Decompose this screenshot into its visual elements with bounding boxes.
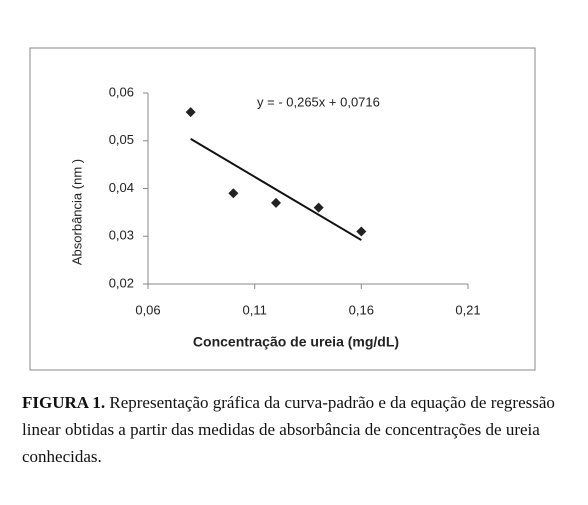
data-point [313, 202, 324, 213]
data-point [271, 197, 281, 208]
y-tick-label: 0,02 [109, 275, 134, 290]
caption-label: FIGURA 1. [22, 393, 106, 412]
chart-frame [29, 47, 536, 371]
x-tick-label: 0,16 [349, 302, 374, 317]
trendline-equation: y = - 0,265x + 0,0716 [257, 94, 380, 109]
y-tick-label: 0,04 [109, 180, 134, 195]
data-point [228, 188, 239, 199]
trendline [190, 137, 362, 241]
y-tick-label: 0,05 [109, 132, 134, 147]
y-tick-label: 0,03 [109, 228, 134, 243]
chart: Absorbância (nm ) Concentração de ureia … [29, 47, 536, 371]
x-tick-label: 0,21 [455, 302, 480, 317]
data-point [356, 226, 367, 237]
data-point [185, 107, 196, 118]
y-tick-label: 0,06 [109, 84, 134, 99]
caption-text: Representação gráfica da curva-padrão e … [22, 393, 555, 466]
y-axis-label: Absorbância (nm ) [69, 159, 84, 265]
x-tick-label: 0,06 [135, 302, 160, 317]
x-tick-label: 0,11 [242, 302, 266, 317]
caption: FIGURA 1. Representação gráfica da curva… [22, 389, 570, 470]
x-axis-label: Concentração de ureia (mg/dL) [193, 334, 399, 350]
